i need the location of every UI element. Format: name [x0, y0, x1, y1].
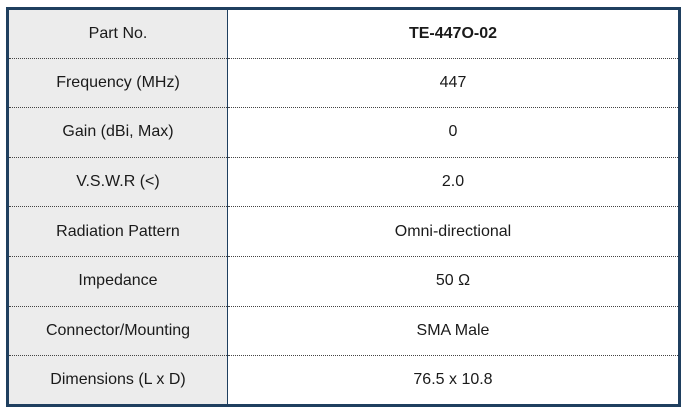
row-label-gain: Gain (dBi, Max) [7, 107, 228, 158]
row-label-impedance: Impedance [7, 256, 228, 307]
row-label-dimensions: Dimensions (L x D) [7, 355, 228, 406]
row-label-frequency: Frequency (MHz) [7, 58, 228, 109]
row-value-gain: 0 [227, 107, 680, 158]
row-label-part-no: Part No. [7, 8, 228, 59]
row-value-radiation-pattern: Omni-directional [227, 206, 680, 257]
table-row: Gain (dBi, Max) 0 [7, 107, 680, 158]
row-label-vswr: V.S.W.R (<) [7, 157, 228, 208]
spec-table: Part No. TE-447O-02 Frequency (MHz) 447 … [6, 7, 681, 407]
row-value-vswr: 2.0 [227, 157, 680, 208]
row-value-dimensions: 76.5 x 10.8 [227, 355, 680, 406]
row-label-connector-mounting: Connector/Mounting [7, 306, 228, 357]
row-value-impedance: 50 Ω [227, 256, 680, 307]
row-label-radiation-pattern: Radiation Pattern [7, 206, 228, 257]
table-row: Connector/Mounting SMA Male [7, 306, 680, 357]
row-value-part-no: TE-447O-02 [227, 8, 680, 59]
table-row: Impedance 50 Ω [7, 256, 680, 307]
table-row: V.S.W.R (<) 2.0 [7, 157, 680, 208]
table-row: Radiation Pattern Omni-directional [7, 206, 680, 257]
table-row: Dimensions (L x D) 76.5 x 10.8 [7, 355, 680, 406]
row-value-frequency: 447 [227, 58, 680, 109]
row-value-connector-mounting: SMA Male [227, 306, 680, 357]
table-row: Part No. TE-447O-02 [7, 8, 680, 59]
table-row: Frequency (MHz) 447 [7, 58, 680, 109]
